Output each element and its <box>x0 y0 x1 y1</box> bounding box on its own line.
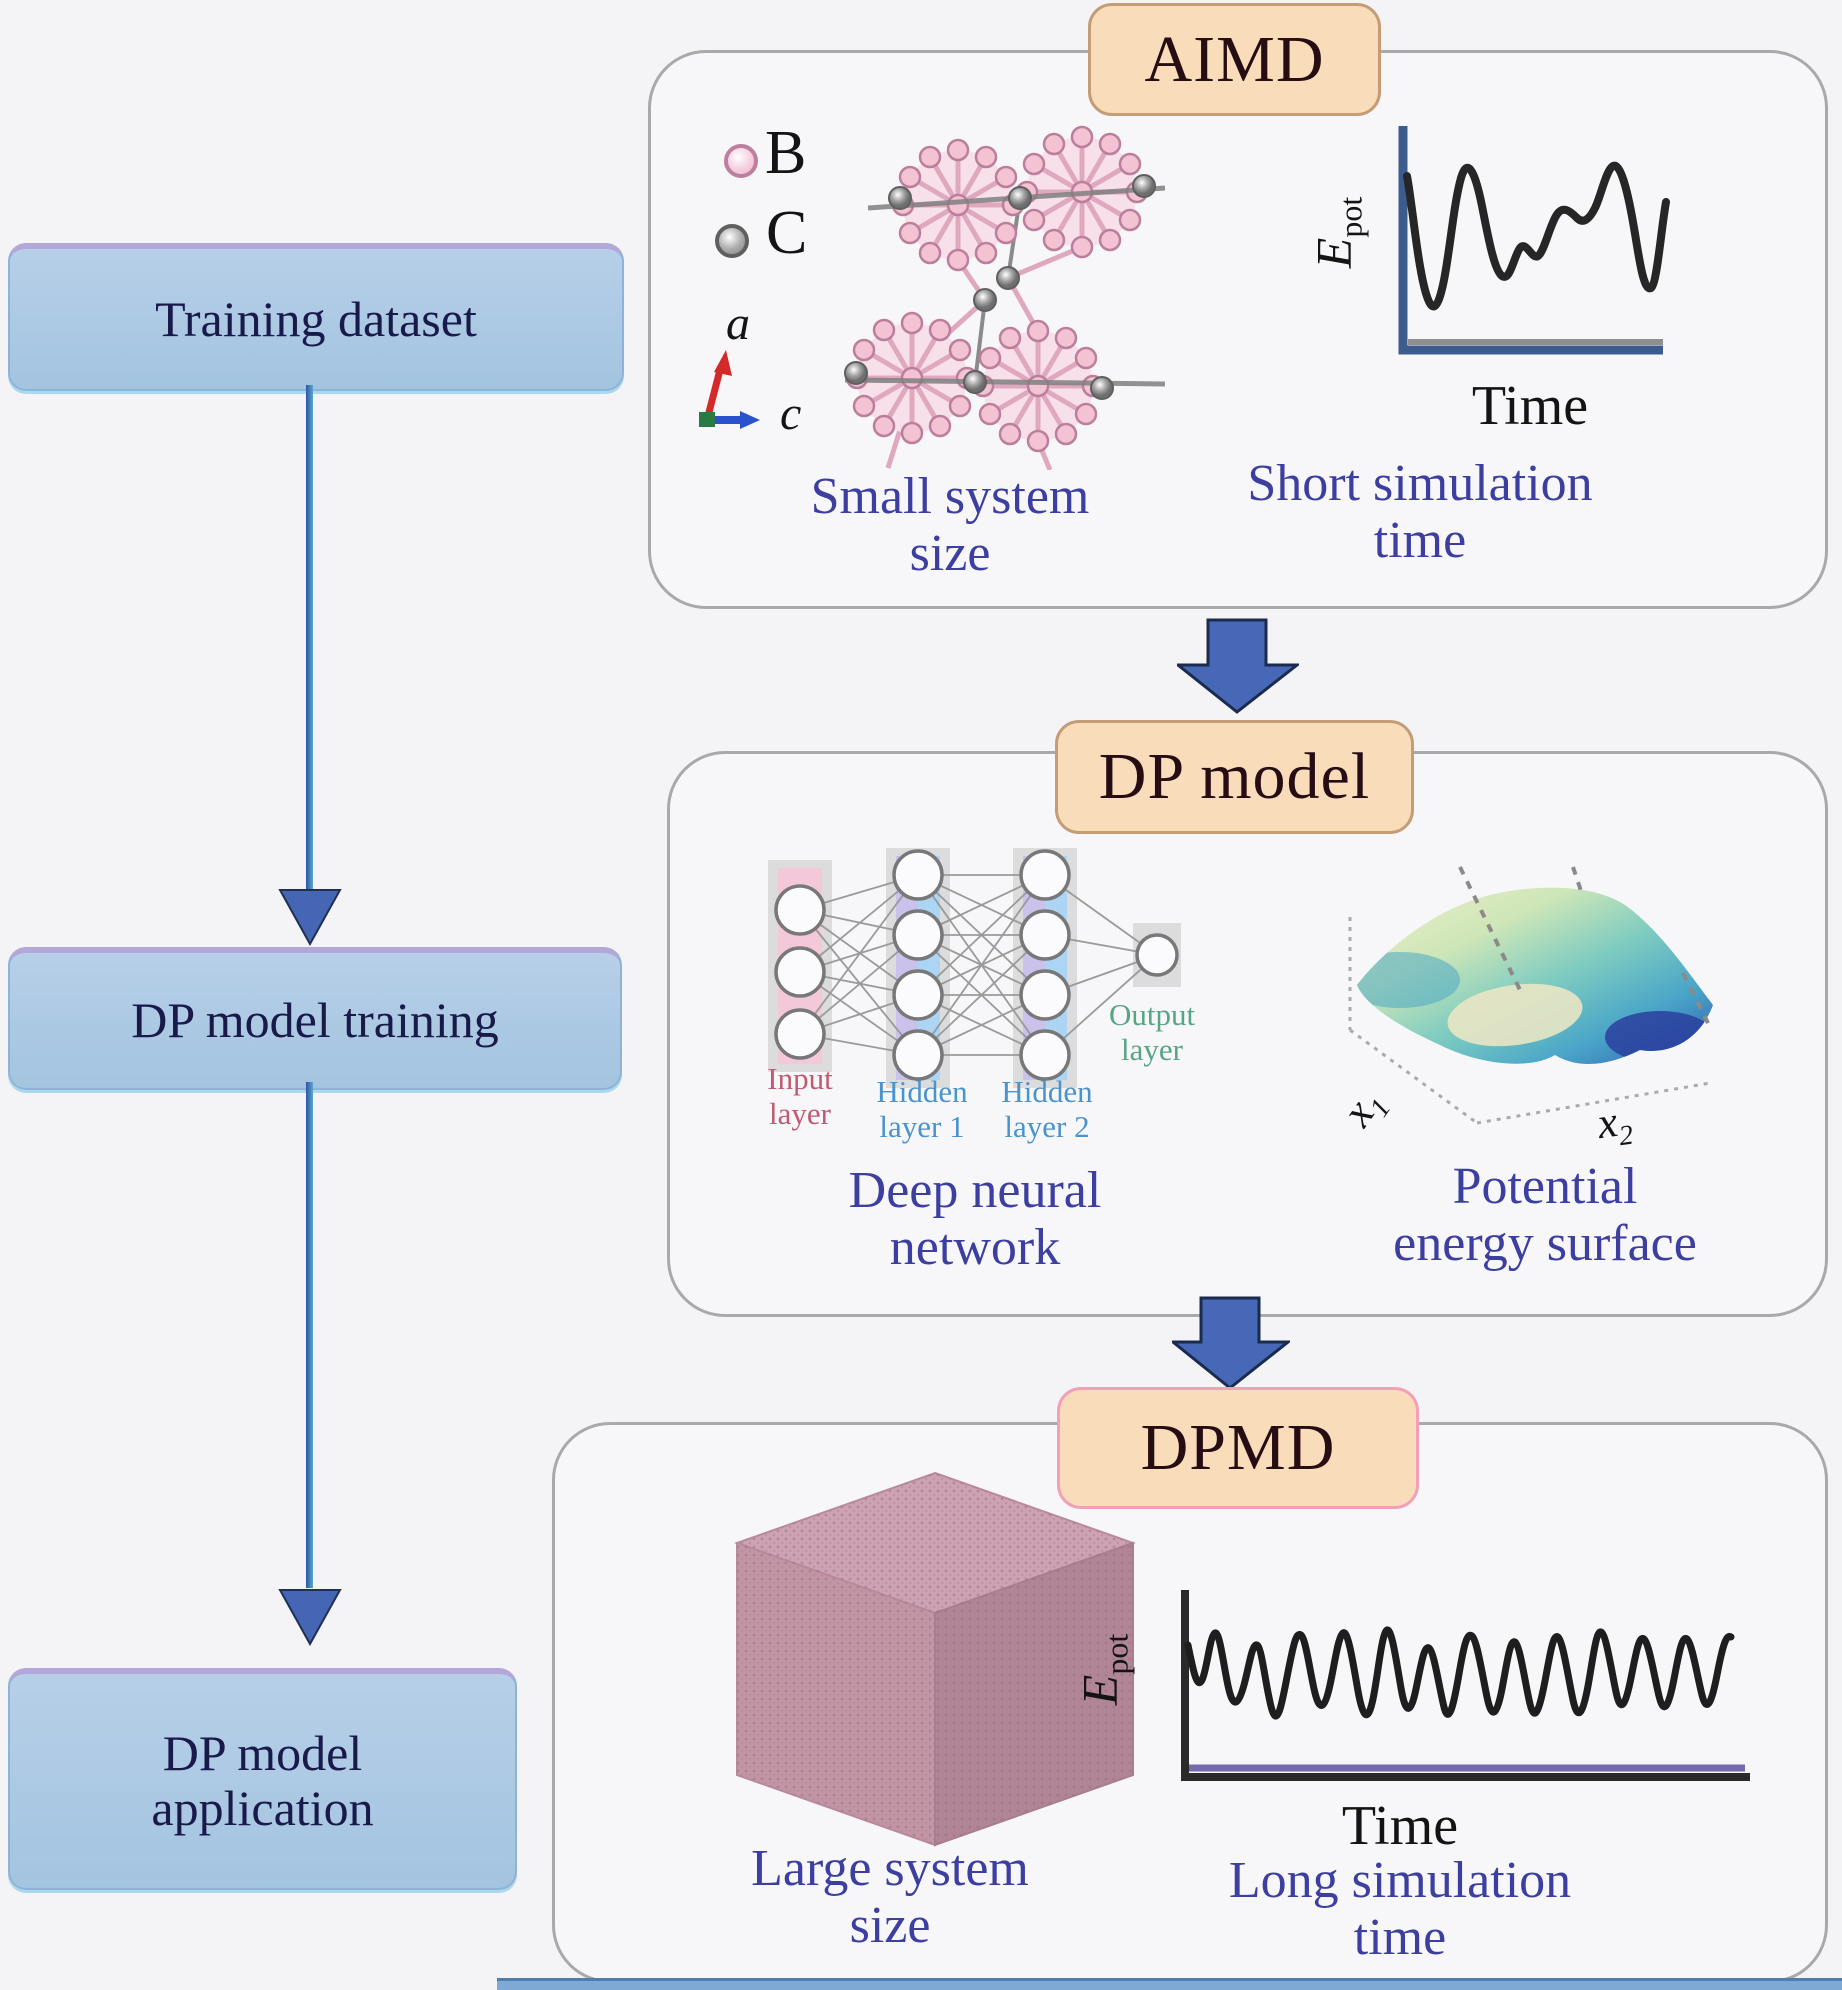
axis-c-label: c <box>780 387 802 440</box>
aimd-time-xlabel: Time <box>1471 375 1589 437</box>
carbon-atom-legend-icon <box>715 224 749 258</box>
block-arrow-dp-to-dpmd <box>1172 1296 1290 1390</box>
nn-hidden-layer2-label: Hidden layer 2 <box>1001 1074 1093 1144</box>
carbon-legend-label: C <box>766 199 808 267</box>
large-system-size-caption: Large system size <box>751 1840 1029 1955</box>
flow-box-dp-model-application: DP model application <box>8 1668 517 1890</box>
aimd-panel <box>648 50 1828 609</box>
flow-connector-line-2 <box>306 1082 313 1588</box>
flow-arrowhead-1 <box>278 889 342 946</box>
aimd-energy-plot <box>1398 126 1670 355</box>
crystal-axes-icon <box>699 350 760 429</box>
short-simulation-time-caption: Short simulation time <box>1247 455 1593 570</box>
dpmd-title-tag: DPMD <box>1057 1387 1419 1509</box>
potential-energy-surface-caption: Potential energy surface <box>1393 1158 1697 1273</box>
potential-energy-surface-plot <box>1348 866 1713 1125</box>
flow-arrowhead-2 <box>278 1589 342 1646</box>
block-arrow-aimd-to-dp <box>1177 618 1299 714</box>
nn-output-layer-label: Output layer <box>1108 997 1196 1067</box>
aimd-epot-ylabel: Epot <box>1305 153 1370 313</box>
large-system-cube-illustration <box>733 1471 1137 1847</box>
boron-atom-legend-icon <box>724 144 758 178</box>
dpmd-energy-plot <box>1181 1590 1750 1781</box>
dpmd-epot-ylabel: Epot <box>1071 1590 1136 1750</box>
axis-a-label: a <box>726 297 750 350</box>
dp-model-title-tag: DP model <box>1055 720 1414 834</box>
deep-neural-network-caption: Deep neural network <box>848 1162 1102 1277</box>
flow-box-dp-model-training: DP model training <box>8 947 622 1090</box>
aimd-epot-base: E <box>1305 237 1362 269</box>
nn-input-layer-label: Input layer <box>767 1061 833 1131</box>
neural-network-diagram <box>768 848 1181 1088</box>
aimd-epot-sub: pot <box>1332 196 1369 238</box>
flow-box-training-dataset: Training dataset <box>8 243 624 391</box>
small-system-size-caption: Small system size <box>810 468 1090 583</box>
flow-connector-line-1 <box>306 385 313 893</box>
boron-legend-label: B <box>765 119 807 187</box>
nn-hidden-layer1-label: Hidden layer 1 <box>876 1074 968 1144</box>
aimd-title-tag: AIMD <box>1088 3 1381 116</box>
dpmd-epot-base: E <box>1071 1674 1128 1706</box>
long-simulation-time-caption: Long simulation time <box>1228 1852 1572 1967</box>
dpmd-epot-sub: pot <box>1098 1633 1135 1675</box>
bottom-blue-bar <box>497 1978 1842 1990</box>
crystal-structure-illustration <box>844 120 1166 470</box>
dpmd-time-xlabel: Time <box>1341 1795 1459 1857</box>
